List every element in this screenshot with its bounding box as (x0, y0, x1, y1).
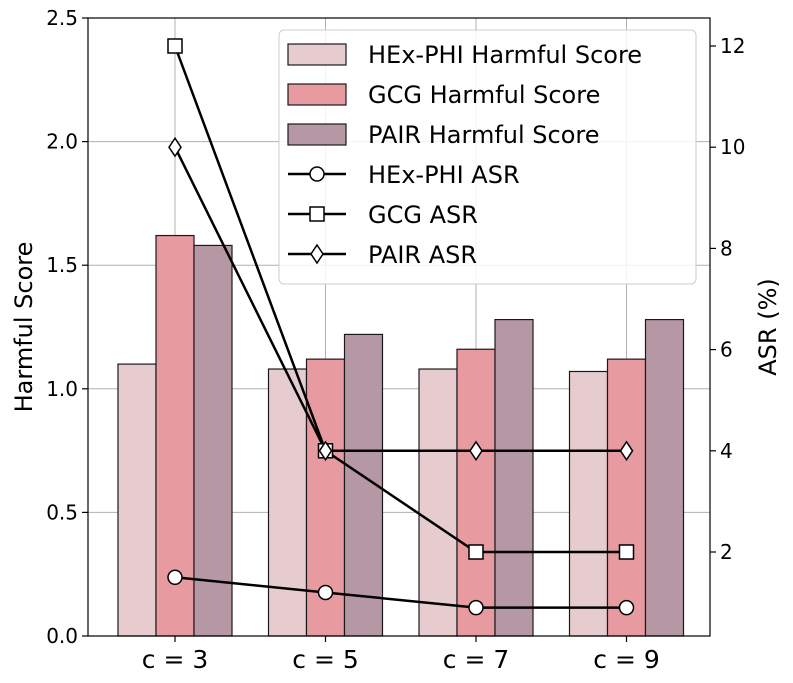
point-pair-asr (168, 136, 182, 158)
y2-tick-label: 10 (720, 135, 745, 159)
legend-label: GCG Harmful Score (368, 81, 600, 109)
legend-label: PAIR ASR (368, 241, 477, 269)
point-hex-phi-asr (468, 599, 484, 616)
legend-label: HEx-PHI Harmful Score (368, 41, 642, 69)
legend: HEx-PHI Harmful Score GCG Harmful Score PA… (278, 29, 697, 285)
y2-tick-label: 12 (720, 34, 745, 58)
line-gcg-asr (173, 45, 627, 554)
asr-lines (167, 38, 635, 616)
point-gcg-asr (167, 38, 183, 54)
y2-tick-label: 8 (720, 236, 733, 260)
bar-pair-harmful-score (494, 318, 534, 637)
y-tick-label: 0.0 (46, 624, 78, 648)
bar-hex-phi-harmful-score (117, 363, 157, 637)
point-gcg-asr (618, 544, 635, 560)
y-tick-label: 1.5 (46, 253, 78, 277)
point-gcg-asr (468, 544, 484, 560)
y2-axis-title: ASR (%) (754, 278, 782, 376)
bar-pair-harmful-score (644, 318, 685, 637)
plot-frame (87, 17, 711, 637)
legend-label: PAIR Harmful Score (368, 121, 600, 149)
line-pair-asr (173, 146, 627, 453)
y-tick-label: 0.5 (46, 500, 78, 524)
left-axis: 0.0 0.5 1.0 1.5 2.0 2.5 (46, 6, 88, 648)
legend-swatch (287, 43, 347, 66)
legend-label: GCG ASR (368, 201, 478, 229)
bar-hex-phi-harmful-score (418, 368, 458, 637)
bar-gcg-harmful-score (606, 358, 647, 637)
legend-marker (310, 243, 324, 265)
bar-pair-harmful-score (193, 244, 233, 637)
bar-gcg-harmful-score (456, 348, 496, 637)
y-tick-label: 2.0 (46, 130, 78, 154)
legend-box (278, 29, 697, 285)
legend-swatch (287, 83, 347, 106)
bar-hex-phi-harmful-score (267, 368, 308, 637)
point-hex-phi-asr (317, 584, 334, 601)
y-axis-title: Harmful Score (10, 242, 38, 413)
point-hex-phi-asr (167, 569, 183, 586)
y-tick-label: 2.5 (46, 6, 78, 30)
x-axis: c = 3 c = 5 c = 7 c = 9 (142, 636, 660, 674)
y-tick-label: 1.0 (46, 377, 78, 401)
y2-tick-label: 6 (720, 338, 733, 362)
point-pair-asr (619, 440, 634, 462)
bar-hex-phi-harmful-score (568, 370, 609, 637)
point-pair-asr (469, 440, 483, 462)
legend-marker (309, 206, 325, 222)
legend-marker (309, 166, 325, 182)
right-axis: 2 4 6 8 10 12 (710, 34, 745, 564)
y2-tick-label: 4 (720, 439, 733, 463)
x-tick-label: c = 3 (142, 645, 209, 674)
x-tick-label: c = 5 (292, 645, 359, 674)
bars (117, 234, 685, 637)
point-hex-phi-asr (618, 599, 635, 616)
line-hex-phi-asr (174, 576, 627, 609)
legend-label: HEx-PHI ASR (368, 161, 520, 189)
x-tick-label: c = 7 (443, 645, 510, 674)
legend-swatch (287, 123, 347, 146)
y2-tick-label: 2 (720, 540, 733, 564)
point-pair-asr (318, 440, 333, 462)
x-tick-label: c = 9 (593, 645, 660, 674)
